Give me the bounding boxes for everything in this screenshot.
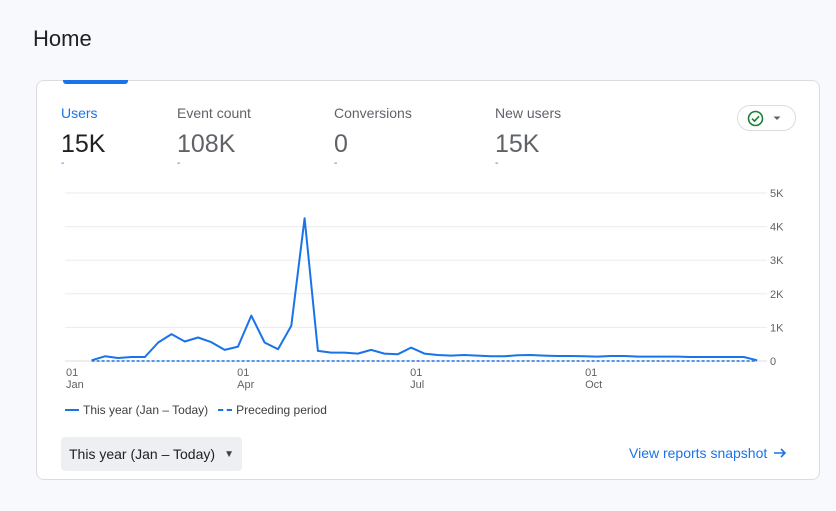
metric-label: Conversions: [334, 105, 412, 121]
x-tick-day: 01: [585, 367, 597, 379]
home-summary-card: Users 15K - Event count 108K - Conversio…: [36, 80, 820, 480]
active-tab-indicator: [63, 80, 128, 84]
y-tick-label: 1K: [770, 322, 784, 334]
data-quality-dropdown[interactable]: [737, 105, 796, 131]
metric-sparkline: -: [334, 158, 338, 169]
x-tick-day: 01: [66, 367, 78, 379]
y-tick-label: 4K: [770, 222, 784, 234]
metric-value: 15K: [61, 130, 106, 158]
metric-tab-event-count[interactable]: Event count 108K -: [177, 104, 251, 169]
x-tick-month: Jan: [66, 379, 84, 391]
check-circle-icon: [747, 110, 764, 126]
legend-swatch-solid: [65, 409, 79, 411]
x-tick-month: Oct: [585, 379, 602, 391]
chart-legend: This year (Jan – Today) Preceding period: [65, 403, 327, 417]
legend-label: Preceding period: [236, 403, 327, 417]
date-range-selector[interactable]: This year (Jan – Today) ▼: [61, 437, 242, 471]
arrow-right-icon: [774, 448, 787, 458]
metric-label: Event count: [177, 105, 251, 121]
x-tick-day: 01: [237, 367, 249, 379]
metric-value: 0: [334, 130, 348, 158]
legend-item-this-year: This year (Jan – Today): [65, 403, 208, 417]
metric-value: 108K: [177, 130, 236, 158]
metric-sparkline: -: [177, 158, 181, 169]
legend-item-preceding: Preceding period: [218, 403, 327, 417]
metric-label: New users: [495, 105, 562, 121]
metric-sparkline: -: [61, 158, 65, 169]
x-tick-month: Jul: [410, 379, 424, 391]
caret-down-icon: ▼: [224, 448, 234, 460]
metric-value: 15K: [495, 130, 540, 158]
legend-label: This year (Jan – Today): [83, 403, 209, 417]
view-reports-label: View reports snapshot: [629, 445, 768, 461]
y-tick-label: 2K: [770, 289, 784, 301]
y-tick-label: 5K: [770, 188, 784, 200]
legend-swatch-dashed: [218, 409, 233, 411]
metric-tab-conversions[interactable]: Conversions 0 -: [334, 104, 412, 169]
x-tick-month: Apr: [237, 379, 254, 391]
metric-tab-users[interactable]: Users 15K -: [61, 104, 106, 169]
date-range-label: This year (Jan – Today): [69, 446, 216, 462]
y-tick-label: 0: [770, 356, 776, 368]
metric-tab-new-users[interactable]: New users 15K -: [495, 104, 562, 169]
series-line-this-year: [91, 217, 758, 362]
metric-label: Users: [61, 105, 98, 121]
view-reports-snapshot-link[interactable]: View reports snapshot: [629, 445, 787, 461]
page-title: Home: [33, 26, 92, 51]
metric-sparkline: -: [495, 158, 499, 169]
x-tick-day: 01: [410, 367, 422, 379]
y-tick-label: 3K: [770, 255, 784, 267]
caret-down-icon: [773, 116, 781, 120]
